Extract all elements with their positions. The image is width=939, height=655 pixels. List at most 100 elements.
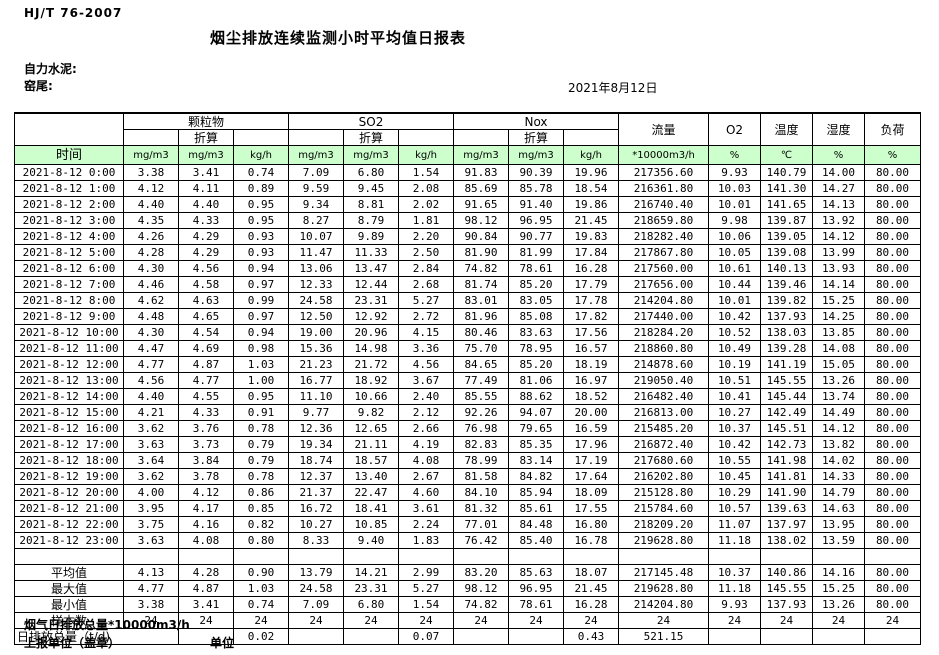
daily-total-cell xyxy=(760,628,813,645)
table-row: 2021-8-12 21:00 3.95 4.17 0.85 16.72 18.41 3.6… xyxy=(14,500,921,517)
spacer-row xyxy=(14,548,921,565)
data-cell: 4.77 xyxy=(123,356,179,373)
data-cell: 98.12 xyxy=(453,212,509,229)
data-cell: 14.02 xyxy=(812,452,865,469)
data-cell: 1.83 xyxy=(398,532,454,549)
daily-total-label: 日排放总量（t/d) xyxy=(14,628,179,645)
data-cell: 3.63 xyxy=(123,532,179,549)
data-cell: 0.79 xyxy=(233,452,289,469)
table-row: 2021-8-12 1:00 4.12 4.11 0.89 9.59 9.45 2.08 85… xyxy=(14,180,921,197)
data-cell: 79.65 xyxy=(508,420,564,437)
data-cell: 12.36 xyxy=(288,420,344,437)
data-cell: 4.30 xyxy=(123,324,179,341)
data-cell: 139.87 xyxy=(760,212,813,229)
data-cell: 9.45 xyxy=(343,180,399,197)
data-cell: 0.95 xyxy=(233,212,289,229)
daily-total-cell xyxy=(708,628,761,645)
data-cell: 8.79 xyxy=(343,212,399,229)
summary-cell: 24 xyxy=(812,612,865,629)
data-cell: 8.81 xyxy=(343,196,399,213)
data-cell: 9.82 xyxy=(343,404,399,421)
data-cell: 12.33 xyxy=(288,276,344,293)
table-row: 2021-8-12 13:00 4.56 4.77 1.00 16.77 18.92 3.6… xyxy=(14,372,921,389)
data-cell: 4.56 xyxy=(123,372,179,389)
data-cell: 4.29 xyxy=(178,244,234,261)
summary-cell: 0.74 xyxy=(233,596,289,613)
pm-raw-spacer xyxy=(123,129,179,146)
daily-total-cell: 0.43 xyxy=(563,628,619,645)
data-cell: 18.57 xyxy=(343,452,399,469)
data-cell: 140.79 xyxy=(760,164,813,181)
data-cell: 214204.80 xyxy=(618,292,709,309)
data-cell: 0.80 xyxy=(233,532,289,549)
table-row: 2021-8-12 22:00 3.75 4.16 0.82 10.27 10.85 2.2… xyxy=(14,516,921,533)
summary-cell: 23.31 xyxy=(343,580,399,597)
data-cell: 13.47 xyxy=(343,260,399,277)
time-cell: 2021-8-12 14:00 xyxy=(14,388,124,405)
data-cell: 18.41 xyxy=(343,500,399,517)
data-cell: 12.50 xyxy=(288,308,344,325)
data-cell: 81.74 xyxy=(453,276,509,293)
data-cell: 10.06 xyxy=(708,228,761,245)
data-cell: 10.66 xyxy=(343,388,399,405)
data-cell: 17.84 xyxy=(563,244,619,261)
time-cell: 2021-8-12 3:00 xyxy=(14,212,124,229)
data-cell: 0.99 xyxy=(233,292,289,309)
data-cell: 10.07 xyxy=(288,228,344,245)
summary-row: 平均值 4.13 4.28 0.90 13.79 14.21 2.99 83.20 85.63 1… xyxy=(14,564,921,581)
temp-unit: ℃ xyxy=(760,145,813,165)
data-cell: 91.40 xyxy=(508,196,564,213)
summary-cell: 5.27 xyxy=(398,580,454,597)
daily-total-cell: 0.07 xyxy=(398,628,454,645)
summary-cell: 13.26 xyxy=(812,596,865,613)
data-cell: 80.00 xyxy=(864,404,921,421)
data-cell: 2.72 xyxy=(398,308,454,325)
data-cell: 4.69 xyxy=(178,340,234,357)
time-cell: 2021-8-12 13:00 xyxy=(14,372,124,389)
data-cell: 217440.00 xyxy=(618,308,709,325)
data-cell: 137.93 xyxy=(760,308,813,325)
data-cell: 140.13 xyxy=(760,260,813,277)
data-cell: 83.14 xyxy=(508,452,564,469)
data-cell: 80.00 xyxy=(864,436,921,453)
summary-cell: 137.93 xyxy=(760,596,813,613)
summary-cell: 11.18 xyxy=(708,580,761,597)
data-cell: 14.98 xyxy=(343,340,399,357)
summary-cell: 98.12 xyxy=(453,580,509,597)
data-cell: 80.00 xyxy=(864,484,921,501)
summary-cell: 24 xyxy=(398,612,454,629)
report-date: 2021年8月12日 xyxy=(568,81,658,95)
data-cell: 0.78 xyxy=(233,468,289,485)
data-cell: 0.97 xyxy=(233,276,289,293)
summary-cell: 2.99 xyxy=(398,564,454,581)
data-cell: 16.97 xyxy=(563,372,619,389)
data-cell: 21.37 xyxy=(288,484,344,501)
data-cell: 80.00 xyxy=(864,164,921,181)
data-cell: 4.77 xyxy=(178,372,234,389)
summary-cell: 24.58 xyxy=(288,580,344,597)
data-cell: 11.33 xyxy=(343,244,399,261)
table-row: 2021-8-12 3:00 4.35 4.33 0.95 8.27 8.79 1.81 98… xyxy=(14,212,921,229)
data-cell: 4.21 xyxy=(123,404,179,421)
data-cell: 215784.60 xyxy=(618,500,709,517)
data-cell: 85.69 xyxy=(453,180,509,197)
data-cell: 17.56 xyxy=(563,324,619,341)
summary-cell: 80.00 xyxy=(864,596,921,613)
data-cell: 0.94 xyxy=(233,260,289,277)
load-header: 负荷 xyxy=(864,112,921,146)
data-cell: 1.81 xyxy=(398,212,454,229)
summary-row: 样本数 24 24 24 24 24 24 24 24 24 24 24 24 24 24 xyxy=(14,612,921,629)
data-cell: 9.34 xyxy=(288,196,344,213)
data-cell: 1.00 xyxy=(233,372,289,389)
data-cell: 4.17 xyxy=(178,500,234,517)
data-cell: 10.19 xyxy=(708,356,761,373)
data-cell: 138.03 xyxy=(760,324,813,341)
data-cell: 14.14 xyxy=(812,276,865,293)
summary-cell: 24 xyxy=(864,612,921,629)
data-cell: 16.28 xyxy=(563,260,619,277)
summary-cell: 3.41 xyxy=(178,596,234,613)
data-cell: 80.00 xyxy=(864,356,921,373)
data-cell: 13.59 xyxy=(812,532,865,549)
data-cell: 88.62 xyxy=(508,388,564,405)
empty-cell xyxy=(453,548,509,565)
